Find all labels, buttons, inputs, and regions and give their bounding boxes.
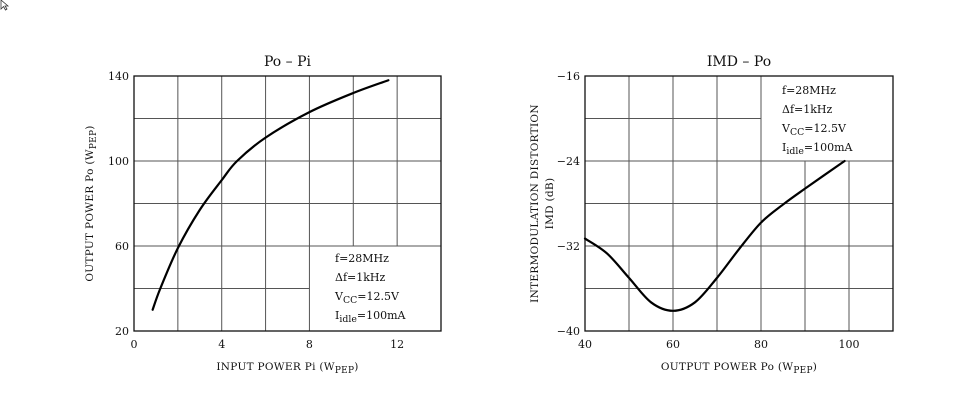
mouse-cursor-icon [0,0,10,11]
chart1-x-tick-label: 0 [131,338,138,351]
chart2-x-tick-label: 60 [666,338,680,351]
chart2-y-tick-label: −24 [557,155,580,168]
chart1-x-axis-label: INPUT POWER Pi (WPEP) [216,361,358,376]
chart2-x-tick-label: 40 [578,338,592,351]
chart2-title: IMD – Po [707,54,771,70]
chart1-series-line [151,79,390,311]
chart1-y-tick-label: 60 [115,240,129,253]
chart1-condition-note: Δf=1kHz [335,271,385,284]
chart2-condition-note: f=28MHz [782,84,836,97]
chart2-y-tick-label: −16 [557,70,580,83]
chart1-condition-note: f=28MHz [335,252,389,265]
chart2-y-tick-label: −32 [557,240,580,253]
chart1-y-tick-label: 140 [108,70,129,83]
chart2-plot-frame [584,75,894,332]
chart1-title: Po – Pi [264,54,312,70]
chart1-x-tick-label: 4 [218,338,225,351]
chart2-y-axis-label: INTERMODULATION DISTORTION [529,104,541,303]
chart1-y-axis-label: OUTPUT POWER Po (WPEP) [84,125,99,281]
chart2-x-tick-label: 100 [839,338,860,351]
chart1-condition-note: VCC=12.5V [334,290,400,306]
chart2-condition-note: VCC=12.5V [781,122,847,138]
chart2-x-tick-label: 80 [754,338,768,351]
chart1-plot-frame [133,75,442,332]
chart1-y-tick-label: 20 [115,325,129,338]
chart1-x-tick-label: 12 [390,338,404,351]
chart1-x-tick-label: 8 [306,338,313,351]
chart2-condition-note: Iidle=100mA [782,141,854,157]
chart2-condition-note: Δf=1kHz [782,103,832,116]
chart2-series-line [583,159,846,312]
chart1-condition-note: Iidle=100mA [335,309,407,325]
chart2-y-axis-label-unit: IMD (dB) [544,178,556,230]
chart2-x-axis-label: OUTPUT POWER Po (WPEP) [661,361,817,376]
chart2-y-tick-label: −40 [557,325,580,338]
chart1-y-tick-label: 100 [108,155,129,168]
